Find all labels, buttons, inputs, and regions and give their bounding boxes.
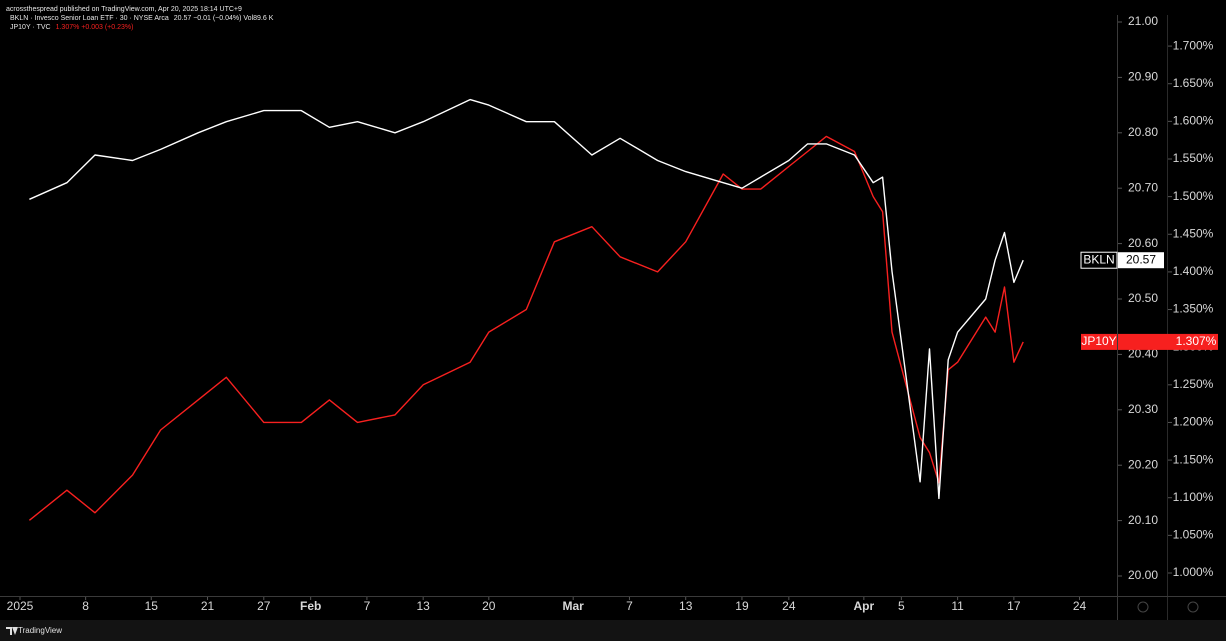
badge-value-box bbox=[1118, 333, 1218, 350]
series-line bbox=[29, 98, 1024, 500]
x-tick-label: 11 bbox=[951, 599, 964, 613]
legend-quote: 1.307% +0.003 (+0.23%) bbox=[56, 24, 134, 31]
x-tick-label: 7 bbox=[626, 599, 633, 613]
y2-tick-label: 1.200% bbox=[1173, 415, 1214, 429]
y-tick-label: 20.70 bbox=[1128, 180, 1158, 194]
y2-tick-label: 1.400% bbox=[1173, 264, 1214, 278]
x-tick-label: 21 bbox=[201, 599, 215, 613]
y-tick-label: 20.10 bbox=[1128, 513, 1158, 527]
y-tick-label: 20.50 bbox=[1128, 291, 1158, 305]
y-tick-label: 21.00 bbox=[1128, 14, 1158, 28]
x-tick-label: 2025 bbox=[7, 599, 34, 613]
y-tick-label: 20.80 bbox=[1128, 125, 1158, 139]
x-tick-label: 17 bbox=[1007, 599, 1021, 613]
badge-value: 20.57 bbox=[1126, 252, 1156, 266]
badge-name-box bbox=[1080, 251, 1118, 269]
x-tick-label: 24 bbox=[782, 599, 796, 613]
y2-tick-label: 1.000% bbox=[1173, 565, 1214, 579]
x-tick-label: 19 bbox=[735, 599, 749, 613]
scale-button[interactable] bbox=[1187, 601, 1199, 613]
y2-tick-label: 1.550% bbox=[1173, 151, 1214, 165]
badge-value: 1.307% bbox=[1176, 334, 1217, 348]
x-tick-label: 27 bbox=[257, 599, 271, 613]
published-note: acrossthespread published on TradingView… bbox=[6, 6, 242, 13]
footer-brand: TradingView bbox=[18, 626, 62, 635]
y2-tick-label: 1.650% bbox=[1173, 76, 1214, 90]
y2-tick-label: 1.450% bbox=[1173, 226, 1214, 240]
x-tick-label: 13 bbox=[416, 599, 430, 613]
auto-scale-button[interactable] bbox=[1137, 601, 1149, 613]
y-tick-label: 20.90 bbox=[1128, 70, 1158, 84]
y-tick-label: 20.00 bbox=[1128, 568, 1158, 582]
y2-tick-label: 1.500% bbox=[1173, 189, 1214, 203]
x-tick-label: Mar bbox=[563, 599, 585, 613]
badge-value-box bbox=[1118, 252, 1164, 269]
x-tick-label: 15 bbox=[145, 599, 159, 613]
y-tick-label: 20.30 bbox=[1128, 402, 1158, 416]
x-tick-label: 8 bbox=[82, 599, 89, 613]
y2-tick-label: 1.050% bbox=[1173, 528, 1214, 542]
x-tick-label: 13 bbox=[679, 599, 693, 613]
x-tick-label: 5 bbox=[898, 599, 905, 613]
y2-tick-label: 1.350% bbox=[1173, 302, 1214, 316]
badge-name: BKLN bbox=[1083, 252, 1114, 266]
y2-tick-label: 1.600% bbox=[1173, 114, 1214, 128]
y2-tick-label: 1.250% bbox=[1173, 377, 1214, 391]
legend-text: JP10Y · TVC bbox=[10, 24, 51, 31]
y2-tick-label: 1.150% bbox=[1173, 452, 1214, 466]
x-tick-label: 20 bbox=[482, 599, 496, 613]
y2-tick-label: 1.700% bbox=[1173, 38, 1214, 52]
badge-name: JP10Y bbox=[1081, 334, 1116, 348]
y-tick-label: 20.40 bbox=[1128, 347, 1158, 361]
x-tick-label: 24 bbox=[1073, 599, 1087, 613]
x-tick-label: 7 bbox=[364, 599, 371, 613]
footer-bar bbox=[0, 620, 1226, 641]
badge-name-box bbox=[1081, 333, 1117, 350]
legend-text: BKLN · Invesco Senior Loan ETF · 30 · NY… bbox=[10, 15, 169, 22]
x-tick-label: Feb bbox=[300, 599, 321, 613]
legend-quote: 20.57 −0.01 (−0.04%) Vol89.6 K bbox=[174, 15, 274, 22]
x-tick-label: Apr bbox=[854, 599, 875, 613]
y-tick-label: 20.60 bbox=[1128, 236, 1158, 250]
y-tick-label: 20.20 bbox=[1128, 457, 1158, 471]
y2-tick-label: 1.100% bbox=[1173, 490, 1214, 504]
brand-logo bbox=[6, 627, 18, 635]
